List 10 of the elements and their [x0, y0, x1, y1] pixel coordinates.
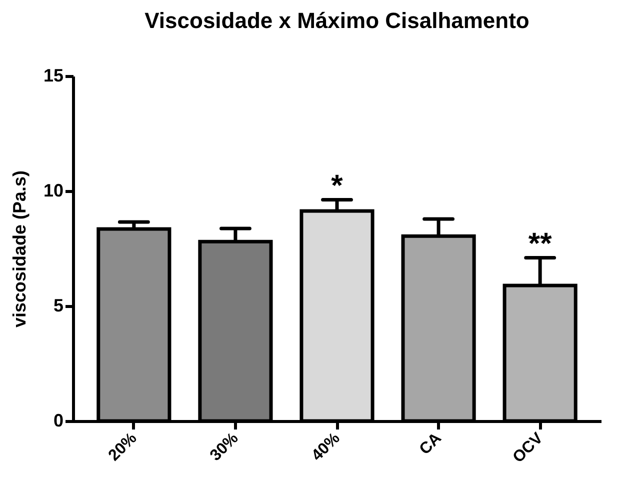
- x-tick-label: 40%: [308, 430, 344, 465]
- annotation: *: [331, 170, 344, 203]
- chart-title: Viscosidade x Máximo Cisalhamento: [144, 8, 530, 33]
- y-axis-title: viscosidade (Pa.s): [9, 170, 30, 328]
- y-tick-label: 15: [43, 66, 64, 86]
- x-tick-label: CA: [416, 430, 446, 458]
- annotation: **: [528, 228, 552, 261]
- y-tick-label: 10: [43, 180, 64, 200]
- y-tick-label: 0: [53, 410, 64, 430]
- y-tick-label: 5: [53, 296, 64, 316]
